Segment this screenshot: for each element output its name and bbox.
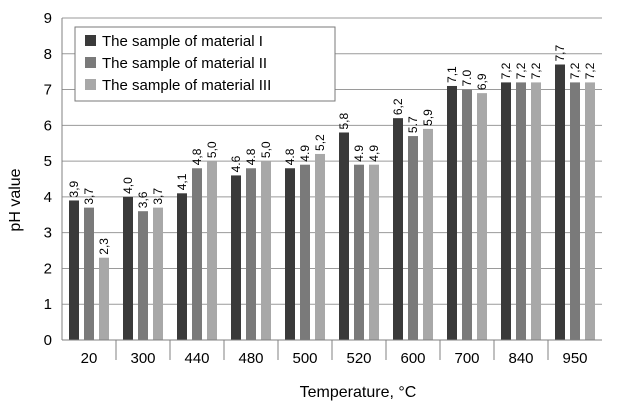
x-tick-label: 440 (184, 350, 209, 367)
bar-series-3-700 (477, 93, 487, 340)
axes: 0 1 2 3 4 5 6 7 8 9 20 300 440 480 500 520 600 700 840 950 (44, 10, 602, 367)
legend-label-3: The sample of material III (102, 77, 271, 94)
data-label: 7,2 (568, 62, 582, 79)
y-axis-title: pH value (7, 168, 24, 231)
legend-label-2: The sample of material II (102, 55, 267, 72)
legend-label-1: The sample of material I (102, 33, 263, 50)
data-label: 7,2 (529, 62, 543, 79)
y-tick-label: 4 (44, 189, 52, 206)
data-label: 6,9 (475, 73, 489, 90)
data-label: 4,0 (121, 177, 135, 194)
data-label: 4.6 (229, 155, 243, 172)
y-tick-label: 3 (44, 225, 52, 242)
data-label: 7,2 (514, 62, 528, 79)
data-label: 7,7 (553, 45, 567, 62)
data-label: 4.9 (352, 145, 366, 162)
y-tick-label: 9 (44, 10, 52, 27)
x-axis-title: Temperature, °C (300, 384, 417, 401)
legend-swatch-3 (85, 79, 96, 90)
bar-series-3-840 (531, 82, 541, 341)
bar-series-1-500 (285, 168, 295, 340)
bar-series-1-20 (69, 200, 79, 340)
data-label: 3,6 (136, 191, 150, 208)
data-label: 5,8 (337, 112, 351, 129)
data-label: 4,8 (190, 148, 204, 165)
legend: The sample of material I The sample of ma… (74, 26, 336, 102)
x-tick-label: 20 (81, 350, 98, 367)
bar-series-1-950 (555, 64, 565, 340)
data-labels: 3,9 3,72,34,03,6 3,74,14,8 5,04.6 4.8 5,0 4.8 4… (67, 45, 597, 255)
bar-series-1-520 (339, 132, 349, 340)
y-tick-label: 1 (44, 296, 52, 313)
bar-series-3-440 (207, 161, 217, 340)
data-label: 4,1 (175, 173, 189, 190)
bar-series-1-440 (177, 193, 187, 340)
bar-series-2-950 (570, 82, 580, 341)
bar-series-2-520 (354, 164, 364, 340)
y-tick-label: 8 (44, 46, 52, 63)
bar-series-3-520 (369, 164, 379, 340)
x-tick-label: 950 (562, 350, 587, 367)
bar-series-3-600 (423, 128, 433, 340)
bar-series-1-700 (447, 85, 457, 340)
bar-series-1-600 (393, 118, 403, 340)
bar-series-2-480 (246, 168, 256, 340)
data-label: 7,2 (499, 62, 513, 79)
y-tick-label: 5 (44, 153, 52, 170)
bar-series-3-950 (585, 82, 595, 341)
data-label: 4,9 (367, 145, 381, 162)
bar-series-1-840 (501, 82, 511, 341)
bars (69, 64, 595, 341)
bar-series-2-20 (84, 207, 94, 340)
data-label: 3,9 (67, 180, 81, 197)
legend-box (74, 26, 336, 102)
x-tick-label: 300 (130, 350, 155, 367)
bar-series-1-480 (231, 175, 241, 340)
data-label: 6,2 (391, 98, 405, 115)
bar-series-2-600 (408, 136, 418, 340)
x-tick-label: 700 (454, 350, 479, 367)
data-label: 5,0 (205, 141, 219, 158)
y-tick-label: 0 (44, 332, 52, 349)
bar-series-3-20 (99, 257, 109, 340)
data-label: 2,3 (97, 238, 111, 255)
x-tick-label: 840 (508, 350, 533, 367)
bar-series-3-300 (153, 207, 163, 340)
bar-series-2-300 (138, 211, 148, 340)
data-label: 7,2 (583, 62, 597, 79)
x-axis-title-text: Temperature, (300, 384, 399, 401)
y-tick-label: 6 (44, 117, 52, 134)
data-label: 5,9 (421, 109, 435, 126)
legend-swatch-2 (85, 57, 96, 68)
data-label: 4.8 (283, 148, 297, 165)
bar-series-2-500 (300, 164, 310, 340)
bar-series-2-700 (462, 89, 472, 340)
x-axis-title-unit: °C (398, 384, 416, 401)
data-label: 3,7 (151, 188, 165, 205)
bar-series-2-840 (516, 82, 526, 341)
y-tick-label: 2 (44, 260, 52, 277)
data-label: 4.8 (244, 148, 258, 165)
bar-series-3-480 (261, 161, 271, 340)
data-label: 7.0 (460, 70, 474, 87)
x-tick-label: 480 (238, 350, 263, 367)
x-tick-label: 500 (292, 350, 317, 367)
bar-series-3-500 (315, 153, 325, 340)
y-tick-label: 7 (44, 82, 52, 99)
data-label: 5,2 (313, 134, 327, 151)
data-label: 5,0 (259, 141, 273, 158)
data-label: 5.7 (406, 116, 420, 133)
bar-series-2-440 (192, 168, 202, 340)
x-tick-label: 520 (346, 350, 371, 367)
data-label: 4.9 (298, 145, 312, 162)
x-tick-label: 600 (400, 350, 425, 367)
data-label: 3,7 (82, 188, 96, 205)
data-label: 7,1 (445, 66, 459, 83)
bar-series-1-300 (123, 196, 133, 340)
legend-swatch-1 (85, 35, 96, 46)
